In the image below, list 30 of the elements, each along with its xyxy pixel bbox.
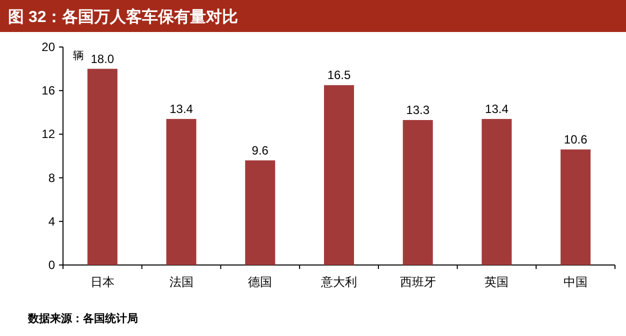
data-label: 9.6 xyxy=(252,143,269,158)
y-tick-label: 8 xyxy=(48,170,56,185)
x-tick-label: 德国 xyxy=(248,275,272,289)
x-tick-label: 西班牙 xyxy=(400,275,436,289)
bar xyxy=(87,68,118,265)
y-axis-title: 辆 xyxy=(73,50,84,62)
bar xyxy=(245,160,276,265)
source-note: 数据来源：各国统计局 xyxy=(27,312,138,325)
data-label: 16.5 xyxy=(327,68,351,82)
x-tick-label: 日本 xyxy=(90,275,114,289)
data-label: 13.3 xyxy=(406,103,430,118)
x-tick-label: 中国 xyxy=(564,275,588,289)
data-label: 10.6 xyxy=(564,132,588,146)
bar xyxy=(402,120,433,265)
bar xyxy=(560,149,591,265)
x-tick-label: 法国 xyxy=(169,275,194,289)
y-tick-label: 16 xyxy=(42,84,56,98)
x-tick-label: 英国 xyxy=(484,275,509,289)
bar xyxy=(166,118,196,265)
bar xyxy=(482,118,512,265)
y-tick-label: 20 xyxy=(42,40,56,54)
y-tick-label: 4 xyxy=(48,214,56,228)
data-label: 18.0 xyxy=(90,52,114,66)
bar xyxy=(324,85,354,265)
y-tick-label: 0 xyxy=(48,258,56,272)
x-tick-label: 意大利 xyxy=(320,275,357,289)
chart-title: 图 32：各国万人客车保有量对比 xyxy=(8,7,238,26)
data-label: 13.4 xyxy=(170,102,194,116)
data-label: 13.4 xyxy=(485,102,509,116)
y-tick-label: 12 xyxy=(42,127,56,142)
